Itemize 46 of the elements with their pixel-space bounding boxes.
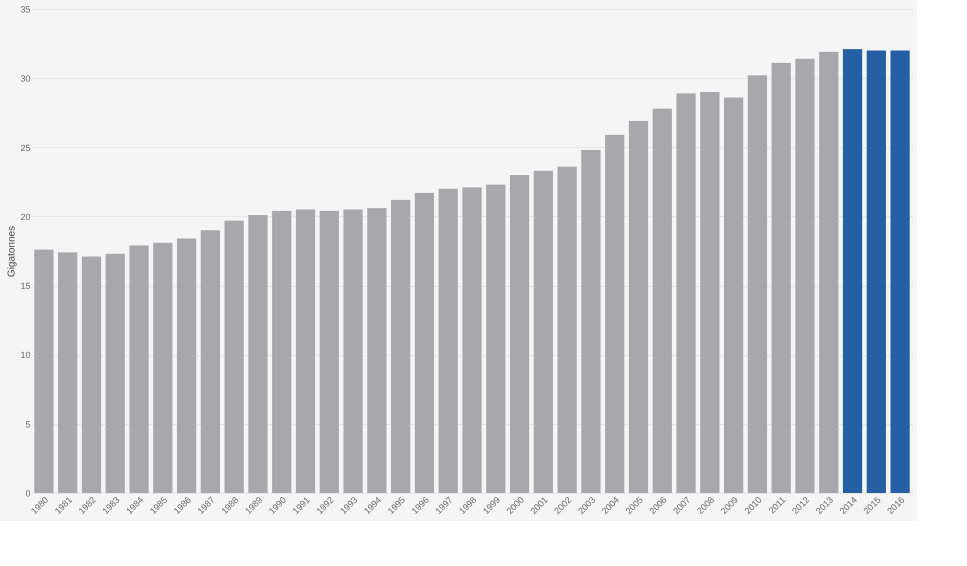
bar: [628, 121, 648, 493]
bar: [866, 50, 886, 493]
y-tick-label: 30: [20, 74, 30, 84]
bar: [58, 252, 78, 493]
bar: [510, 174, 530, 493]
bar: [724, 98, 744, 493]
y-tick-label: 25: [20, 142, 30, 153]
bar: [581, 150, 601, 493]
bar: [343, 210, 363, 493]
bar: [248, 215, 268, 493]
y-tick-label: 0: [25, 488, 30, 498]
bar: [82, 256, 102, 493]
bar: [320, 210, 339, 493]
bar: [700, 92, 720, 493]
y-tick-label: 5: [25, 419, 30, 430]
y-axis-title: Gigatonnes: [6, 226, 18, 278]
bar: [819, 52, 838, 493]
bar: [462, 187, 482, 493]
bar: [676, 93, 696, 493]
y-tick-label: 20: [20, 212, 30, 222]
bar: [34, 250, 54, 493]
y-tick-label: 10: [20, 350, 30, 360]
bar: [391, 200, 410, 493]
y-tick-label: 15: [20, 281, 30, 292]
bar: [438, 188, 458, 493]
y-tick-label: 35: [20, 4, 30, 14]
bar: [772, 62, 791, 493]
bar: [176, 238, 196, 493]
bar: [153, 242, 172, 493]
bar: [795, 58, 815, 493]
bar: [296, 210, 316, 493]
bar: [748, 75, 768, 493]
bar: [534, 170, 553, 493]
bar: [890, 50, 910, 493]
bar: [106, 254, 125, 493]
bar: [129, 245, 149, 493]
bar: [224, 220, 244, 493]
bar: [272, 210, 292, 493]
bar: [842, 49, 862, 493]
bar: [486, 184, 506, 493]
bar: [652, 108, 672, 493]
bar: [414, 192, 434, 493]
bar: [367, 208, 386, 493]
bar: [605, 134, 624, 493]
bar: [558, 166, 577, 493]
bar: [200, 230, 220, 493]
